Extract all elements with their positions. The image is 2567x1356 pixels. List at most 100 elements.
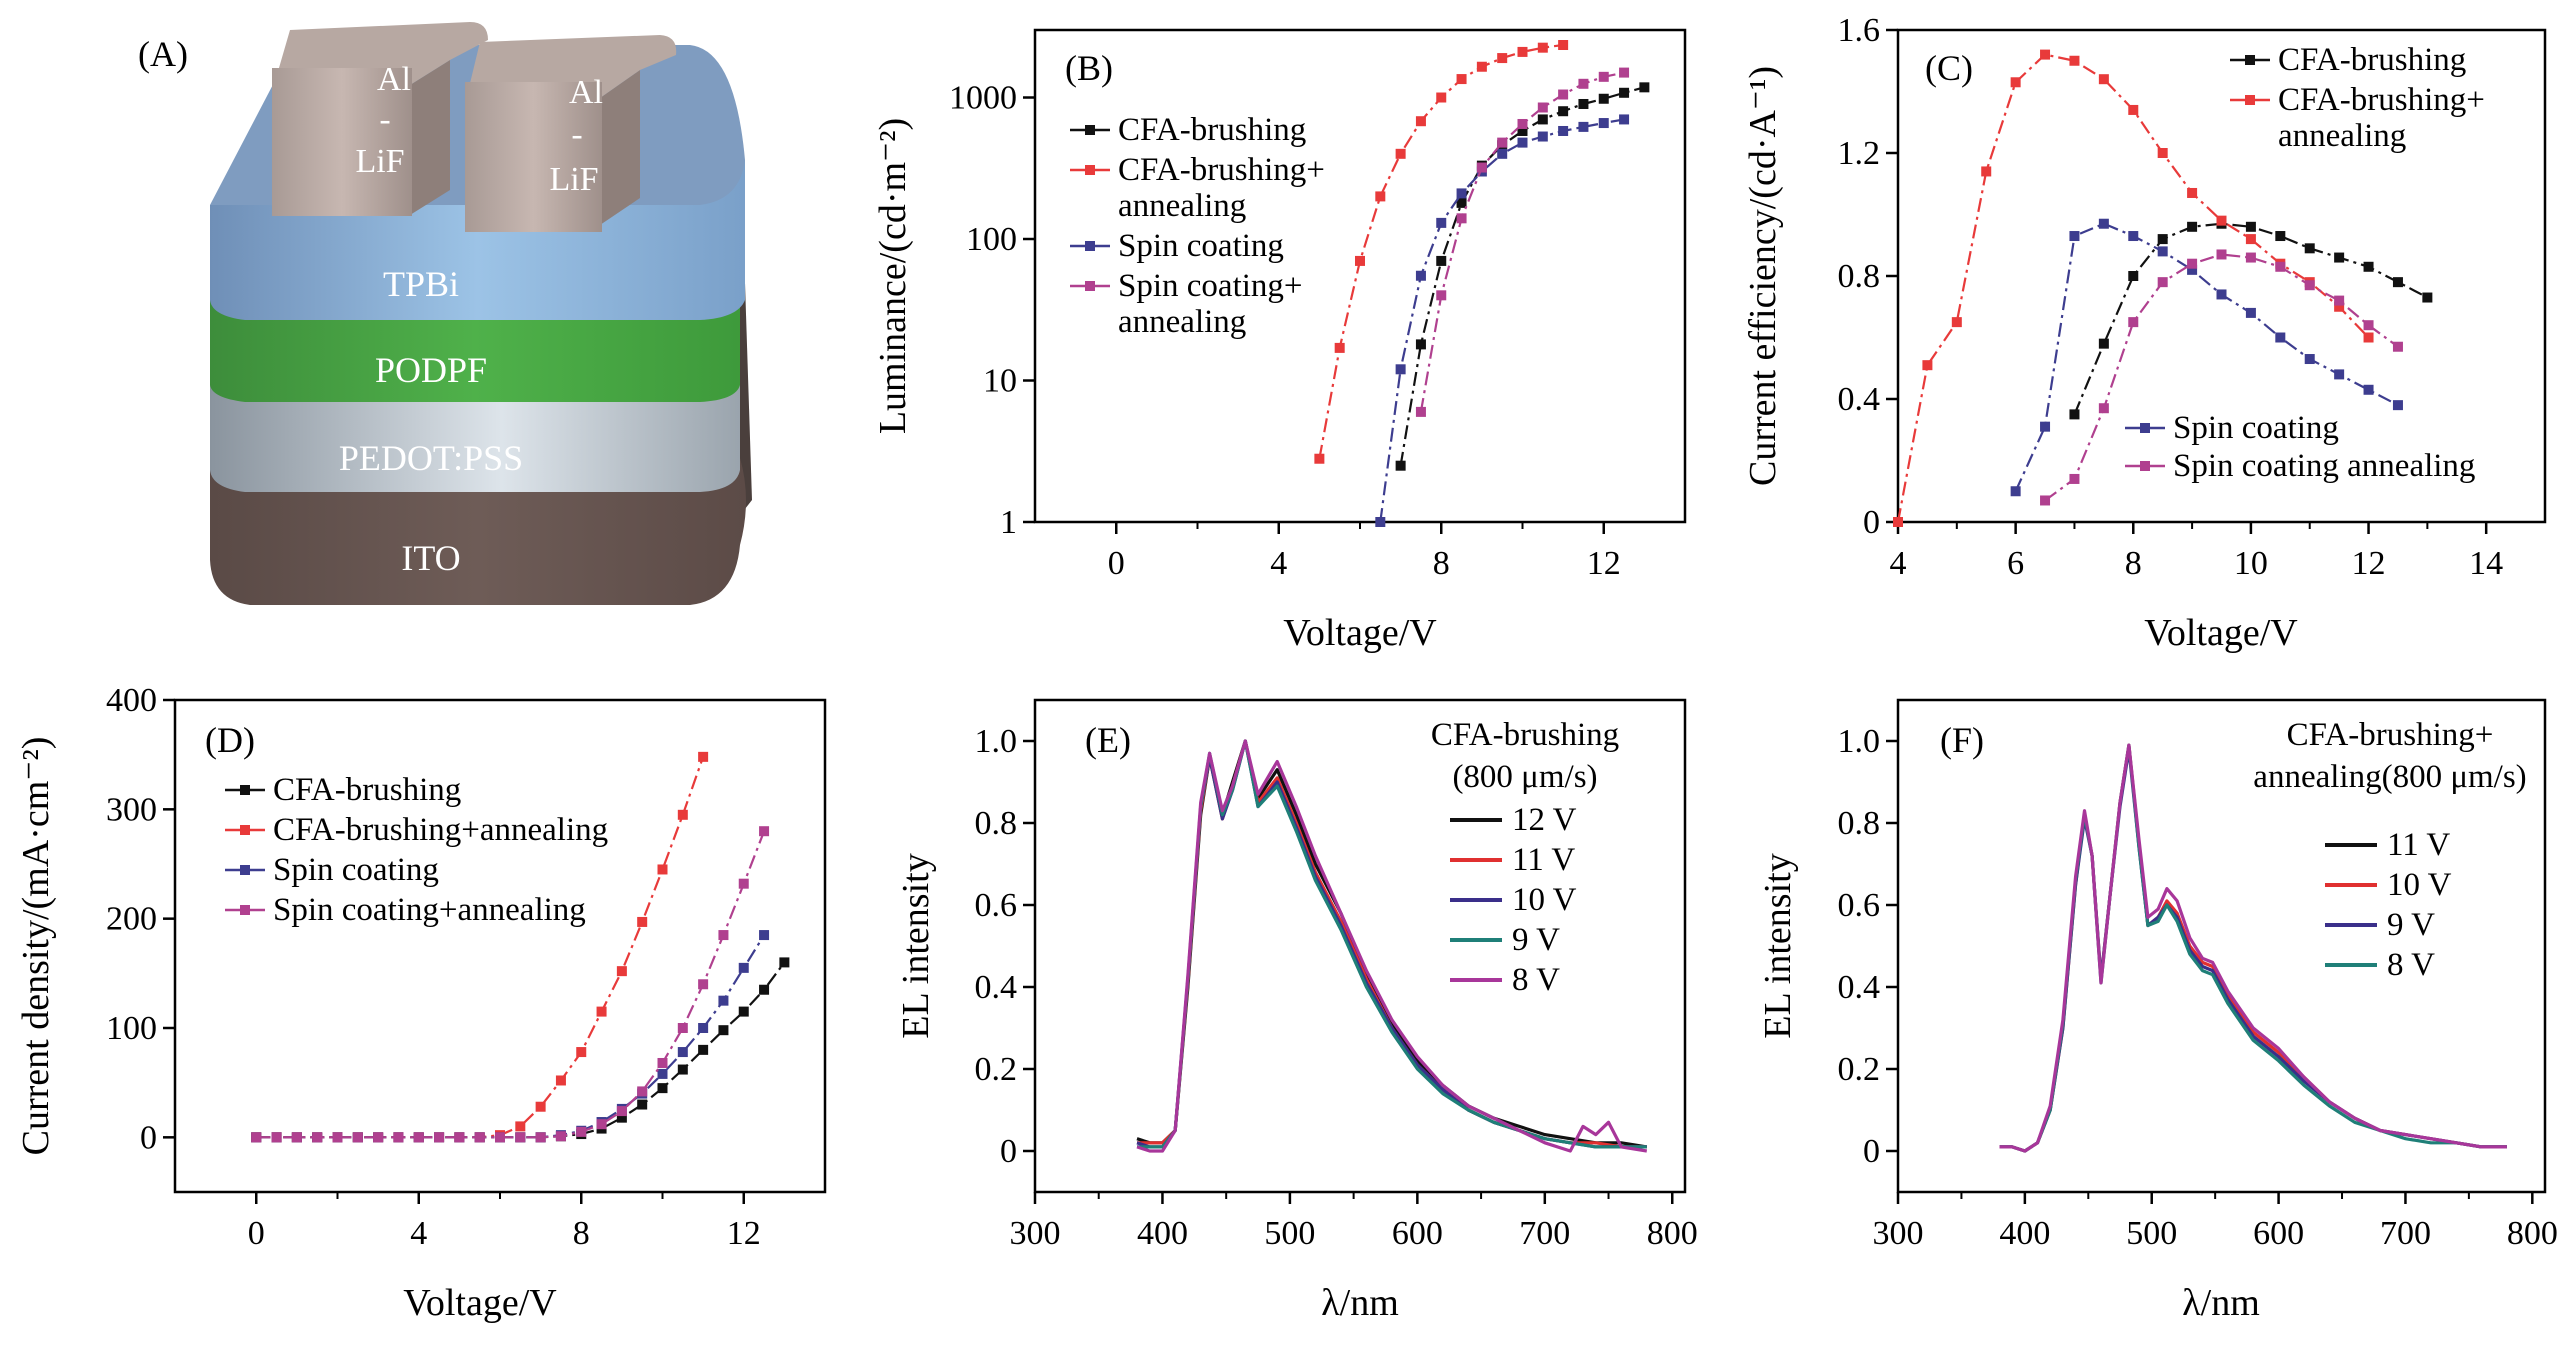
legend-label: annealing (1118, 304, 1246, 340)
electrode-2-metal: Al (569, 74, 603, 111)
x-axis-title: λ/nm (2182, 1282, 2260, 1324)
legend-label: Spin coating (273, 852, 439, 888)
chart-annotation: CFA-brushing (1431, 717, 1619, 753)
electrode-1-dash: - (379, 101, 390, 138)
data-point (1517, 118, 1528, 129)
electrode-1-front (272, 68, 412, 216)
plot-frame (1896, 698, 2547, 1194)
data-point (1355, 255, 1365, 266)
series-line-spin-coating-annealing (1419, 71, 1625, 413)
y-axis-title: EL intensity (895, 853, 937, 1038)
data-point (1314, 453, 1325, 464)
data-point (657, 864, 668, 875)
data-point (2363, 332, 2374, 343)
data-point (2392, 341, 2403, 352)
y-tick-label: 10 (983, 363, 1017, 400)
data-point (2040, 421, 2051, 432)
x-tick-label: 6 (2007, 545, 2024, 582)
x-tick-label: 8 (2125, 545, 2142, 582)
data-point (1334, 342, 1345, 353)
legend-marker (2140, 423, 2150, 433)
data-point (1456, 188, 1467, 199)
legend-label: CFA-brushing (273, 772, 461, 808)
data-point (2245, 252, 2256, 263)
layer-ito-label: ITO (401, 538, 460, 578)
data-point (657, 1083, 668, 1094)
data-point (1619, 87, 1630, 98)
series-line-spin-coating (1379, 118, 1625, 523)
legend-label: CFA-brushing (2278, 42, 2466, 78)
y-tick-label: 0.4 (1838, 969, 1881, 1006)
electrode-1-salt: LiF (355, 143, 404, 180)
data-point (576, 1126, 587, 1137)
data-point (2010, 486, 2021, 497)
data-point (454, 1132, 465, 1143)
data-point (698, 979, 709, 990)
data-point (291, 1132, 302, 1143)
data-point (2187, 221, 2198, 232)
data-point (1558, 106, 1569, 117)
y-tick-label: 0.6 (975, 887, 1018, 924)
y-tick-label: 1.0 (975, 723, 1018, 760)
data-point (637, 1099, 648, 1110)
x-tick-label: 12 (1587, 545, 1621, 582)
x-tick-label: 600 (2253, 1215, 2304, 1252)
x-tick-label: 700 (2380, 1215, 2431, 1252)
legend-marker (2245, 95, 2255, 105)
data-point (698, 751, 709, 762)
data-point (1415, 406, 1426, 417)
y-tick-label: 0.8 (975, 805, 1018, 842)
electrode-2-dash: - (571, 116, 582, 153)
data-point (1456, 74, 1467, 85)
x-tick-label: 0 (248, 1215, 265, 1252)
y-axis-title: Current density/(mA·cm⁻²) (15, 737, 57, 1156)
data-point (1517, 125, 1528, 136)
data-point (1598, 71, 1609, 82)
data-point (1578, 121, 1589, 132)
y-tick-label: 0 (1863, 1133, 1880, 1170)
legend-label: 11 V (1512, 842, 1575, 878)
data-point (637, 916, 648, 927)
legend-marker (1085, 281, 1095, 291)
y-tick-label: 200 (106, 901, 157, 938)
data-point (474, 1132, 485, 1143)
legend-label: Spin coating (2173, 410, 2339, 446)
legend-label: Spin coating+annealing (273, 892, 586, 928)
x-tick-label: 400 (1999, 1215, 2050, 1252)
data-point (698, 1044, 709, 1055)
x-tick-label: 4 (1270, 545, 1287, 582)
panel-b-luminance-chart: 0 4 8 12 1 10 100 1000 Voltage/V Luminance/(cd·m⁻… (872, 28, 1687, 654)
legend-label: 9 V (2387, 907, 2435, 943)
y-tick-label: 1000 (949, 80, 1017, 117)
x-axis-title: Voltage/V (403, 1282, 557, 1324)
legend-marker (1085, 125, 1095, 135)
data-point (2098, 74, 2109, 85)
data-point (2157, 148, 2168, 158)
legend-label: 9 V (1512, 922, 1560, 958)
data-point (616, 1112, 627, 1123)
series-line-cfa-brushing-annealing (1318, 43, 1564, 459)
data-point (434, 1132, 445, 1143)
data-point (1436, 290, 1447, 301)
x-tick-label: 500 (1264, 1215, 1315, 1252)
series-line-spin-coating (256, 934, 766, 1139)
data-point (2245, 221, 2256, 232)
y-tick-label: 0.2 (975, 1051, 1018, 1088)
y-tick-label: 400 (106, 682, 157, 719)
y-tick-label: 100 (966, 221, 1017, 258)
data-point (1456, 197, 1467, 208)
data-point (555, 1131, 566, 1142)
plot-frame (1033, 698, 1687, 1194)
data-point (576, 1047, 587, 1058)
data-point (596, 1119, 607, 1130)
data-point (2334, 369, 2345, 380)
data-point (718, 995, 729, 1006)
panel-a-label: (A) (138, 34, 188, 74)
panel-e-el-spectrum-chart: 300 400 500 600 700 800 0 0.2 0.4 0.6 0.8 1.0 λ/nm EL… (895, 698, 1698, 1324)
data-point (2187, 258, 2198, 269)
data-point (616, 966, 627, 977)
x-tick-label: 12 (727, 1215, 761, 1252)
data-point (2187, 187, 2198, 198)
data-point (2098, 218, 2109, 229)
legend-label: 8 V (1512, 962, 1560, 998)
